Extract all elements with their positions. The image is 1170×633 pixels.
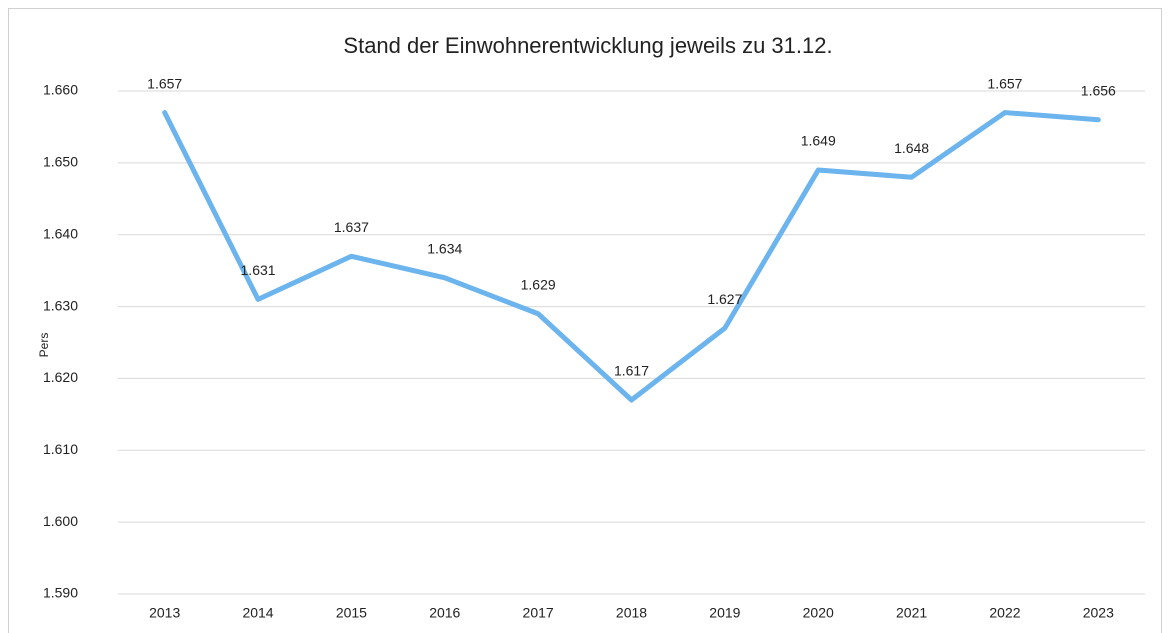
x-tick-label: 2023 — [1083, 605, 1114, 621]
y-tick-label: 1.630 — [43, 297, 78, 313]
data-label: 1.627 — [707, 291, 742, 307]
chart-frame — [8, 8, 1162, 633]
x-tick-label: 2021 — [896, 605, 927, 621]
data-label: 1.629 — [521, 276, 556, 292]
data-label: 1.656 — [1081, 82, 1116, 98]
x-tick-label: 2018 — [616, 605, 647, 621]
chart-title: Stand der Einwohnerentwicklung jeweils z… — [343, 33, 832, 58]
data-label: 1.657 — [987, 75, 1022, 91]
y-tick-label: 1.660 — [43, 82, 78, 98]
x-tick-label: 2022 — [989, 605, 1020, 621]
x-tick-label: 2017 — [523, 605, 554, 621]
data-label: 1.617 — [614, 363, 649, 379]
data-label: 1.634 — [427, 241, 462, 257]
x-tick-label: 2015 — [336, 605, 367, 621]
y-tick-label: 1.590 — [43, 585, 78, 601]
x-tick-label: 2013 — [149, 605, 180, 621]
x-tick-label: 2020 — [803, 605, 834, 621]
data-label: 1.637 — [334, 219, 369, 235]
data-label: 1.649 — [801, 133, 836, 149]
y-tick-label: 1.610 — [43, 441, 78, 457]
y-tick-label: 1.600 — [43, 513, 78, 529]
x-tick-label: 2014 — [242, 605, 273, 621]
data-label: 1.648 — [894, 140, 929, 156]
data-label: 1.631 — [241, 262, 276, 278]
y-tick-label: 1.640 — [43, 225, 78, 241]
y-axis-label: Pers — [37, 333, 51, 358]
y-tick-label: 1.620 — [43, 369, 78, 385]
x-tick-label: 2016 — [429, 605, 460, 621]
x-tick-label: 2019 — [709, 605, 740, 621]
data-label: 1.657 — [147, 75, 182, 91]
data-line — [162, 110, 1101, 403]
y-tick-label: 1.650 — [43, 154, 78, 170]
